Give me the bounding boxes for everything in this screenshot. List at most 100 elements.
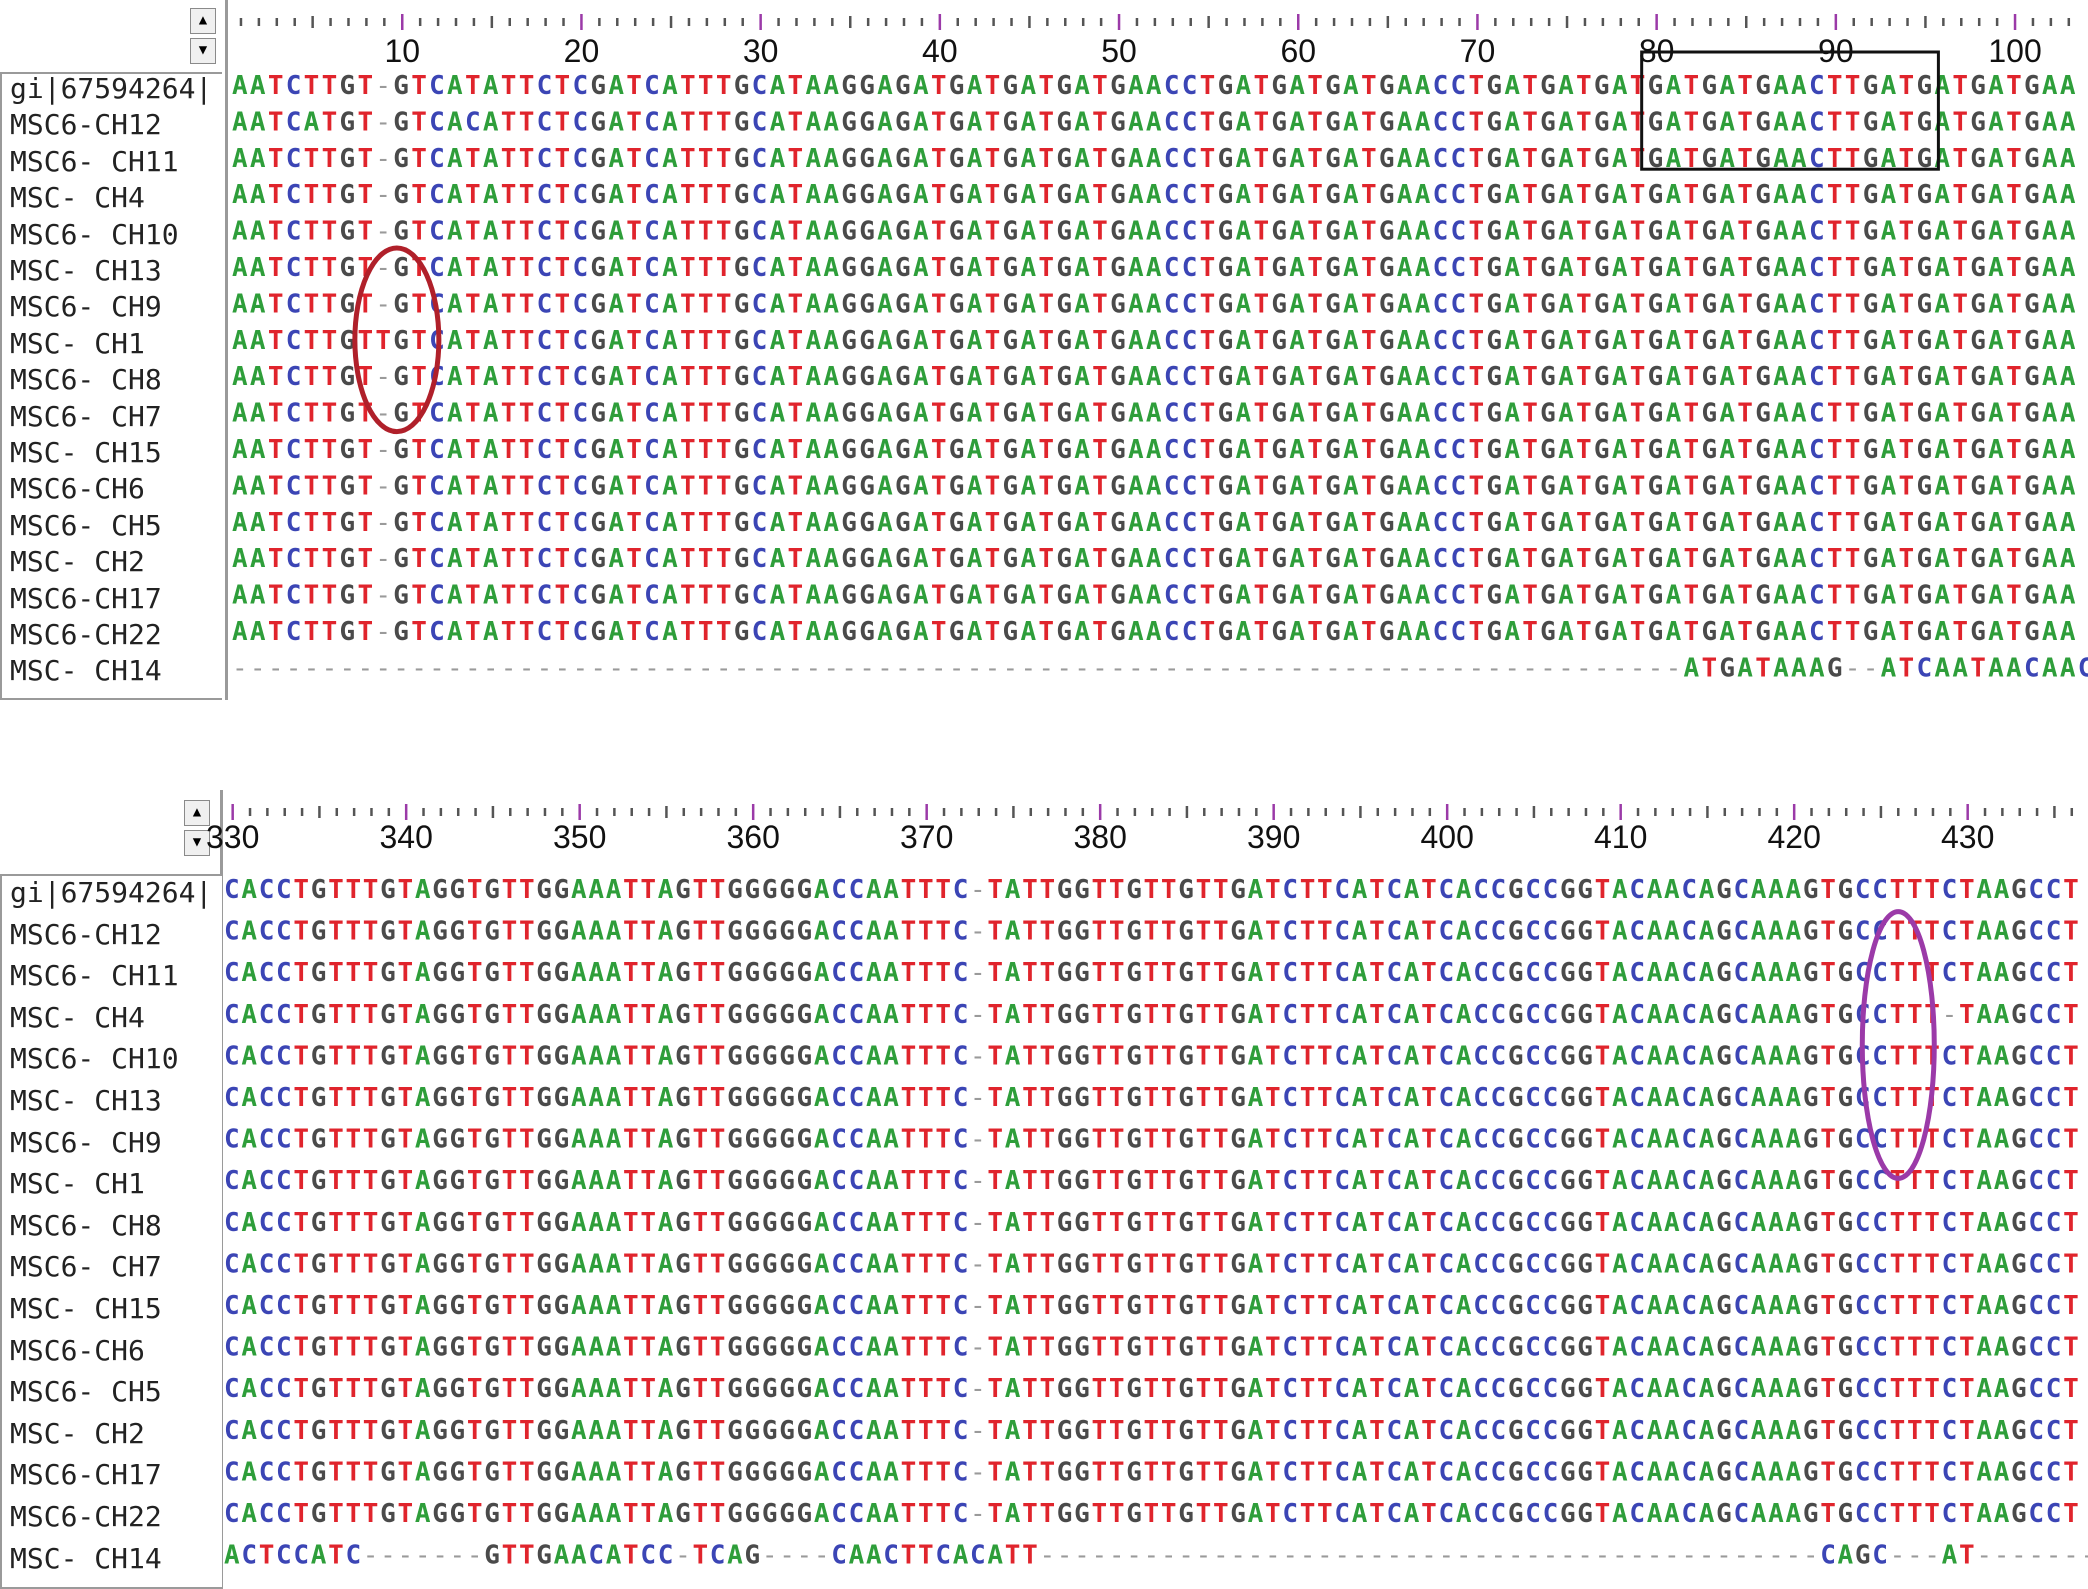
sequence-name[interactable]: MSC- CH14: [10, 654, 162, 688]
sequence-row: AATCTTGT-GTCATATTCTCGATCATTTGCATAAGGAGAT…: [232, 471, 2076, 501]
sequence-name[interactable]: MSC- CH4: [10, 181, 145, 215]
sequence-name[interactable]: MSC6- CH8: [10, 1208, 162, 1242]
sequence-row: CACCTGTTTGTAGGTGTTGGAAATTAGTTGGGGGACCAAT…: [224, 1166, 2079, 1196]
sequence-row: AATCTTGT-GTCATATTCTCGATCATTTGCATAAGGAGAT…: [232, 289, 2076, 319]
ruler-label: 30: [743, 33, 779, 69]
annotation-ellipse: [352, 245, 442, 435]
sequence-name[interactable]: MSC- CH14: [10, 1541, 162, 1575]
sequence-name[interactable]: MSC- CH13: [10, 1084, 162, 1117]
sequence-row: CACCTGTTTGTAGGTGTTGGAAATTAGTTGGGGGACCAAT…: [224, 1416, 2079, 1446]
sequence-row: AATCTTGT-GTCATATTCTCGATCATTTGCATAAGGAGAT…: [232, 435, 2076, 465]
sequence-name[interactable]: MSC- CH2: [10, 545, 145, 579]
sequence-name[interactable]: MSC- CH2: [10, 1416, 145, 1450]
sequence-name[interactable]: MSC6-CH22: [10, 618, 162, 651]
alignment-view-bottom: 330 340 350 360 370 380 390 400 410 420 430 CACCTGT…: [206, 804, 2088, 1571]
scroll-up-button[interactable]: ▲: [190, 8, 216, 34]
sequence-name[interactable]: MSC6-CH22: [10, 1500, 162, 1533]
sequence-row: CACCTGTTTGTAGGTGTTGGAAATTAGTTGGGGGACCAAT…: [224, 1125, 2079, 1155]
ruler-label: 50: [1101, 33, 1137, 69]
sequence-name[interactable]: MSC6- CH8: [10, 363, 162, 397]
sequence-name[interactable]: MSC- CH15: [10, 436, 162, 469]
sequence-name[interactable]: MSC6- CH10: [10, 217, 179, 251]
sequence-row: CACCTGTTTGTAGGTGTTGGAAATTAGTTGGGGGACCAAT…: [224, 917, 2079, 947]
sequence-row: AATCTTGT-GTCATATTCTCGATCATTTGCATAAGGAGAT…: [232, 581, 2076, 611]
sequence-row: CACCTGTTTGTAGGTGTTGGAAATTAGTTGGGGGACCAAT…: [224, 1333, 2079, 1363]
sequence-names-list-bottom: gi|67594264| MSC6-CH12 MSC6- CH11 MSC- CH4 M…: [0, 874, 222, 1589]
sequence-name[interactable]: MSC- CH4: [10, 1000, 145, 1034]
sequence-name[interactable]: gi|67594264|: [10, 72, 213, 105]
ruler-label: 430: [1941, 819, 1994, 855]
ruler-label: 390: [1247, 819, 1300, 855]
ruler-label: 10: [384, 33, 420, 69]
sequence-row: CACCTGTTTGTAGGTGTTGGAAATTAGTTGGGGGACCAAT…: [224, 1499, 2079, 1529]
sequence-name[interactable]: MSC6- CH11: [10, 144, 179, 178]
sequence-row: CACCTGTTTGTAGGTGTTGGAAATTAGTTGGGGGACCAAT…: [224, 958, 2079, 988]
annotation-box: [1640, 50, 1940, 171]
scroll-down-button[interactable]: ▼: [184, 830, 210, 856]
sequence-name[interactable]: MSC6- CH7: [10, 1250, 162, 1284]
sequence-row: AATCTTGTTGTCATATTCTCGATCATTTGCATAAGGAGAT…: [232, 326, 2076, 356]
sequence-name[interactable]: MSC6- CH9: [10, 290, 162, 324]
ruler-label: 410: [1594, 819, 1647, 855]
alignment-panel-bottom: ▲ ▼ gi|67594264| MSC6-CH12 MSC6- CH11 MSC- …: [0, 790, 2088, 1589]
ruler-label: 340: [379, 819, 432, 855]
ruler-label: 60: [1280, 33, 1316, 69]
sequence-name[interactable]: MSC- CH1: [10, 326, 145, 360]
ruler-label: 350: [553, 819, 606, 855]
ruler-label: 70: [1460, 33, 1496, 69]
sequence-row: AATCTTGT-GTCATATTCTCGATCATTTGCATAAGGAGAT…: [232, 71, 2076, 101]
sequence-name[interactable]: MSC6- CH5: [10, 508, 162, 542]
sequence-name[interactable]: MSC6- CH11: [10, 959, 179, 993]
scroll-up-button[interactable]: ▲: [184, 800, 210, 826]
sequence-row: CACCTGTTTGTAGGTGTTGGAAATTAGTTGGGGGACCAAT…: [224, 1208, 2079, 1238]
sequence-row: AATCTTGT-GTCATATTCTCGATCATTTGCATAAGGAGAT…: [232, 362, 2076, 392]
sequence-row: AATCTTGT-GTCATATTCTCGATCATTTGCATAAGGAGAT…: [232, 180, 2076, 210]
sequence-name[interactable]: MSC6-CH12: [10, 917, 162, 951]
sequence-row: AATCTTGT-GTCATATTCTCGATCATTTGCATAAGGAGAT…: [232, 508, 2076, 538]
sequence-row: CACCTGTTTGTAGGTGTTGGAAATTAGTTGGGGGACCAAT…: [224, 1000, 2079, 1030]
sequence-row: CACCTGTTTGTAGGTGTTGGAAATTAGTTGGGGGACCAAT…: [224, 1374, 2079, 1404]
sequence-row: CACCTGTTTGTAGGTGTTGGAAATTAGTTGGGGGACCAAT…: [224, 875, 2079, 905]
scroll-down-button[interactable]: ▼: [190, 38, 216, 64]
sequence-row: CACCTGTTTGTAGGTGTTGGAAATTAGTTGGGGGACCAAT…: [224, 1457, 2079, 1487]
sequence-name[interactable]: MSC6- CH7: [10, 399, 162, 433]
sequence-name[interactable]: MSC6-CH17: [10, 1458, 162, 1492]
sequence-name[interactable]: MSC6- CH10: [10, 1042, 179, 1076]
ruler-separator: [225, 0, 228, 700]
alignment-panel-top: ▲ ▼ gi|67594264| MSC6-CH12 MSC6- CH11 MSC- …: [0, 0, 2088, 700]
sequence-name[interactable]: MSC6-CH6: [10, 1333, 145, 1367]
sequence-row: CACCTGTTTGTAGGTGTTGGAAATTAGTTGGGGGACCAAT…: [224, 1249, 2079, 1279]
sequence-name[interactable]: MSC6- CH5: [10, 1375, 162, 1409]
sequence-name[interactable]: gi|67594264|: [10, 876, 213, 909]
ruler-label: 400: [1420, 819, 1473, 855]
ruler-label: 20: [564, 33, 600, 69]
sequence-row: CACCTGTTTGTAGGTGTTGGAAATTAGTTGGGGGACCAAT…: [224, 1041, 2079, 1071]
sequence-row: CACCTGTTTGTAGGTGTTGGAAATTAGTTGGGGGACCAAT…: [224, 1083, 2079, 1113]
ruler-label: 100: [1988, 33, 2041, 69]
sequence-row: AATCTTGT-GTCATATTCTCGATCATTTGCATAAGGAGAT…: [232, 399, 2076, 429]
sequence-row: ----------------------------------------…: [232, 653, 2088, 683]
sequence-row: AATCATGT-GTCACATTCTCGATCATTTGCATAAGGAGAT…: [232, 107, 2076, 137]
ruler-label: 370: [900, 819, 953, 855]
sequence-name[interactable]: MSC6-CH12: [10, 108, 162, 142]
ruler-label: 420: [1767, 819, 1820, 855]
ruler-label: 40: [922, 33, 958, 69]
sequence-row: ACTCCATC-------GTTGAACATCC-TCAG----CAACT…: [224, 1541, 2088, 1571]
sequence-row: AATCTTGT-GTCATATTCTCGATCATTTGCATAAGGAGAT…: [232, 217, 2076, 247]
ruler-label: 330: [206, 819, 259, 855]
ruler-label: 360: [726, 819, 779, 855]
sequence-row: AATCTTGT-GTCATATTCTCGATCATTTGCATAAGGAGAT…: [232, 253, 2076, 283]
alignment-view-top: 10 20 30 40 50 60 70 80 90 100AATCTTGT-GTCATATTCT…: [232, 14, 2088, 683]
sequence-name[interactable]: MSC- CH15: [10, 1292, 162, 1325]
sequence-row: AATCTTGT-GTCATATTCTCGATCATTTGCATAAGGAGAT…: [232, 617, 2076, 647]
sequence-names-list-top: gi|67594264| MSC6-CH12 MSC6- CH11 MSC- CH4 M…: [0, 72, 222, 700]
sequence-row: AATCTTGT-GTCATATTCTCGATCATTTGCATAAGGAGAT…: [232, 544, 2076, 574]
sequence-name[interactable]: MSC6-CH6: [10, 472, 145, 506]
sequence-name[interactable]: MSC- CH1: [10, 1167, 145, 1201]
ruler-label: 380: [1073, 819, 1126, 855]
sequence-name[interactable]: MSC- CH13: [10, 254, 162, 287]
sequence-name[interactable]: MSC6-CH17: [10, 581, 162, 615]
sequence-name[interactable]: MSC6- CH9: [10, 1125, 162, 1159]
sequence-row: AATCTTGT-GTCATATTCTCGATCATTTGCATAAGGAGAT…: [232, 144, 2076, 174]
annotation-ellipse: [1859, 909, 1937, 1181]
